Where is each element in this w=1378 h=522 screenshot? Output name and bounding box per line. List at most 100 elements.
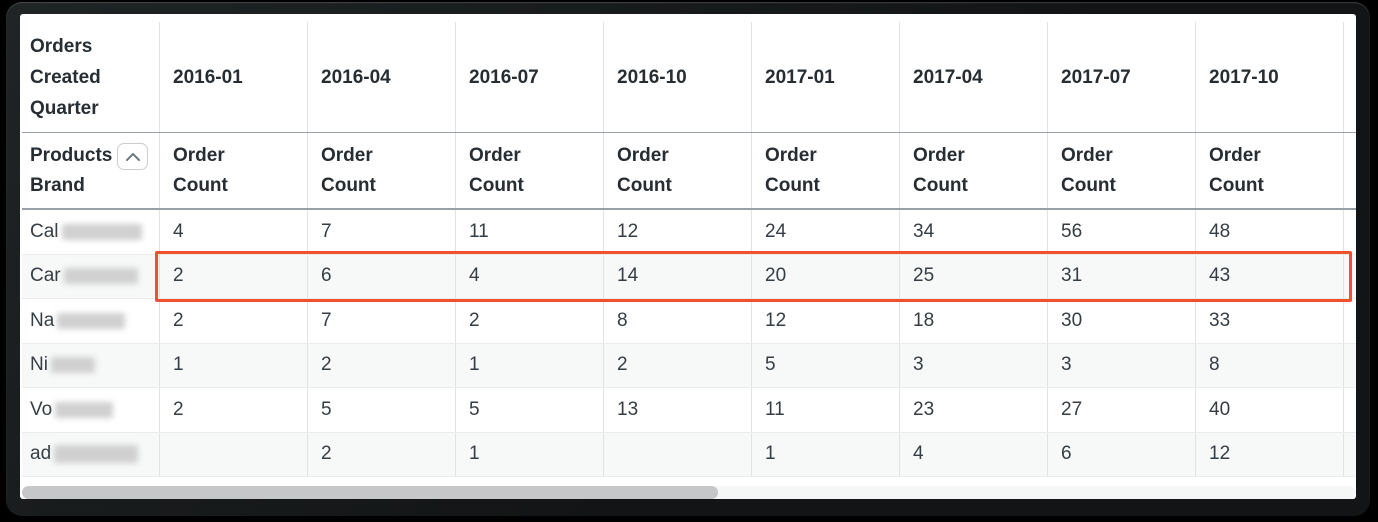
measure-header-cell[interactable]: Order Count: [1196, 133, 1344, 208]
data-cell[interactable]: 12: [752, 299, 900, 343]
quarter-header-cell[interactable]: 2017-07: [1048, 22, 1196, 132]
data-cell[interactable]: 1: [160, 343, 308, 387]
data-cell[interactable]: 8: [604, 299, 752, 343]
quarter-header-cell[interactable]: 2016-01: [160, 22, 308, 132]
data-cell[interactable]: 25: [900, 254, 1048, 298]
row-label-text: Ni: [30, 354, 48, 376]
horizontal-scrollbar-track[interactable]: [22, 486, 1356, 499]
quarter-header-cell[interactable]: 2017-04: [900, 22, 1048, 132]
quarter-label: 2016-04: [321, 66, 391, 88]
quarter-header-cell[interactable]: 2016-04: [308, 22, 456, 132]
data-cell[interactable]: 3: [1048, 343, 1196, 387]
data-cell[interactable]: 6: [1048, 432, 1196, 476]
data-cell[interactable]: 30: [1048, 299, 1196, 343]
data-cell[interactable]: 2: [160, 388, 308, 432]
measure-header-cell[interactable]: Order Count: [160, 133, 308, 208]
measure-label: Order Count: [321, 144, 376, 196]
row-label-cell[interactable]: Cal: [22, 210, 160, 254]
data-cell[interactable]: 27: [1048, 388, 1196, 432]
table-row: Na 2 7 2 8 12 18 30 33: [22, 299, 1356, 344]
row-label-text: Car: [30, 265, 61, 287]
quarter-header-cell[interactable]: 2017-01: [752, 22, 900, 132]
data-cell[interactable]: 5: [456, 388, 604, 432]
row-label-cell[interactable]: ad: [22, 432, 160, 476]
data-cell[interactable]: 56: [1048, 210, 1196, 254]
data-cell[interactable]: 3: [900, 343, 1048, 387]
row-label-text: Vo: [30, 398, 53, 420]
data-cell[interactable]: 13: [604, 388, 752, 432]
data-cell[interactable]: 4: [456, 254, 604, 298]
data-cell[interactable]: 12: [604, 210, 752, 254]
data-cell[interactable]: 1: [456, 343, 604, 387]
data-cell[interactable]: 6: [308, 254, 456, 298]
measure-header-cell[interactable]: Order Count: [1048, 133, 1196, 208]
data-cell[interactable]: 2: [160, 254, 308, 298]
data-cell[interactable]: 48: [1196, 210, 1344, 254]
corner-header-cell[interactable]: Orders Created Quarter: [22, 22, 160, 132]
row-label-cell[interactable]: Ni: [22, 343, 160, 387]
data-cell-clipped: [1344, 255, 1356, 299]
data-cell[interactable]: 4: [900, 432, 1048, 476]
data-cell-clipped: [1344, 344, 1356, 388]
measure-header-cell[interactable]: Order Count: [752, 133, 900, 208]
measure-header-cell[interactable]: Order Count: [308, 133, 456, 208]
data-cell[interactable]: 2: [308, 432, 456, 476]
quarter-header-cell[interactable]: 2016-10: [604, 22, 752, 132]
quarter-header-cell[interactable]: 2016-07: [456, 22, 604, 132]
row-dimension-header-cell[interactable]: Products Brand: [22, 133, 160, 208]
data-cell[interactable]: 20: [752, 254, 900, 298]
quarter-header-cell-clipped: [1344, 22, 1356, 132]
data-cell[interactable]: 11: [456, 210, 604, 254]
data-cell-clipped: [1344, 388, 1356, 432]
quarter-label: 2017-10: [1209, 66, 1279, 88]
data-cell[interactable]: 2: [308, 343, 456, 387]
data-cell[interactable]: 11: [752, 388, 900, 432]
data-cell[interactable]: 34: [900, 210, 1048, 254]
measure-label: Order Count: [765, 144, 820, 196]
row-label-cell[interactable]: Car: [22, 254, 160, 298]
quarter-label: 2017-04: [913, 66, 983, 88]
data-cell[interactable]: 2: [604, 343, 752, 387]
measure-label: Order Count: [1061, 144, 1116, 196]
data-cell[interactable]: 2: [456, 299, 604, 343]
data-cell[interactable]: 7: [308, 299, 456, 343]
data-cell[interactable]: 5: [752, 343, 900, 387]
measure-header-cell[interactable]: Order Count: [900, 133, 1048, 208]
data-cell[interactable]: 5: [308, 388, 456, 432]
data-cell[interactable]: 40: [1196, 388, 1344, 432]
data-cell[interactable]: 33: [1196, 299, 1344, 343]
measure-label: Order Count: [173, 144, 228, 196]
data-cell[interactable]: 12: [1196, 432, 1344, 476]
quarter-header-cell[interactable]: 2017-10: [1196, 22, 1344, 132]
measure-label: Order Count: [913, 144, 968, 196]
data-cell[interactable]: 43: [1196, 254, 1344, 298]
header-row-quarters: Orders Created Quarter 2016-01 2016-04 2…: [22, 22, 1356, 133]
quarter-label: 2017-01: [765, 66, 835, 88]
data-cell[interactable]: [604, 432, 752, 476]
data-cell[interactable]: 4: [160, 210, 308, 254]
row-label-cell[interactable]: Na: [22, 299, 160, 343]
horizontal-scrollbar-thumb[interactable]: [22, 486, 718, 499]
data-cell[interactable]: 7: [308, 210, 456, 254]
sort-button[interactable]: [117, 143, 148, 170]
data-cell[interactable]: 31: [1048, 254, 1196, 298]
measure-header-cell[interactable]: Order Count: [604, 133, 752, 208]
table-row-highlighted: Car 2 6 4 14 20 25 31 43: [22, 254, 1356, 299]
quarter-label: 2016-07: [469, 66, 539, 88]
data-cell[interactable]: 1: [752, 432, 900, 476]
data-cell[interactable]: 23: [900, 388, 1048, 432]
data-cell[interactable]: [160, 432, 308, 476]
data-cell[interactable]: 2: [160, 299, 308, 343]
data-cell[interactable]: 18: [900, 299, 1048, 343]
measure-label: Order Count: [617, 144, 672, 196]
quarter-label: 2017-07: [1061, 66, 1131, 88]
data-cell[interactable]: 8: [1196, 343, 1344, 387]
data-cell[interactable]: 1: [456, 432, 604, 476]
row-label-cell[interactable]: Vo: [22, 388, 160, 432]
row-label-text: ad: [30, 443, 52, 465]
data-cell[interactable]: 14: [604, 254, 752, 298]
data-cell[interactable]: 24: [752, 210, 900, 254]
redacted-text: [50, 357, 95, 374]
measure-header-cell[interactable]: Order Count: [456, 133, 604, 208]
row-dimension-label: Products Brand: [30, 144, 113, 196]
